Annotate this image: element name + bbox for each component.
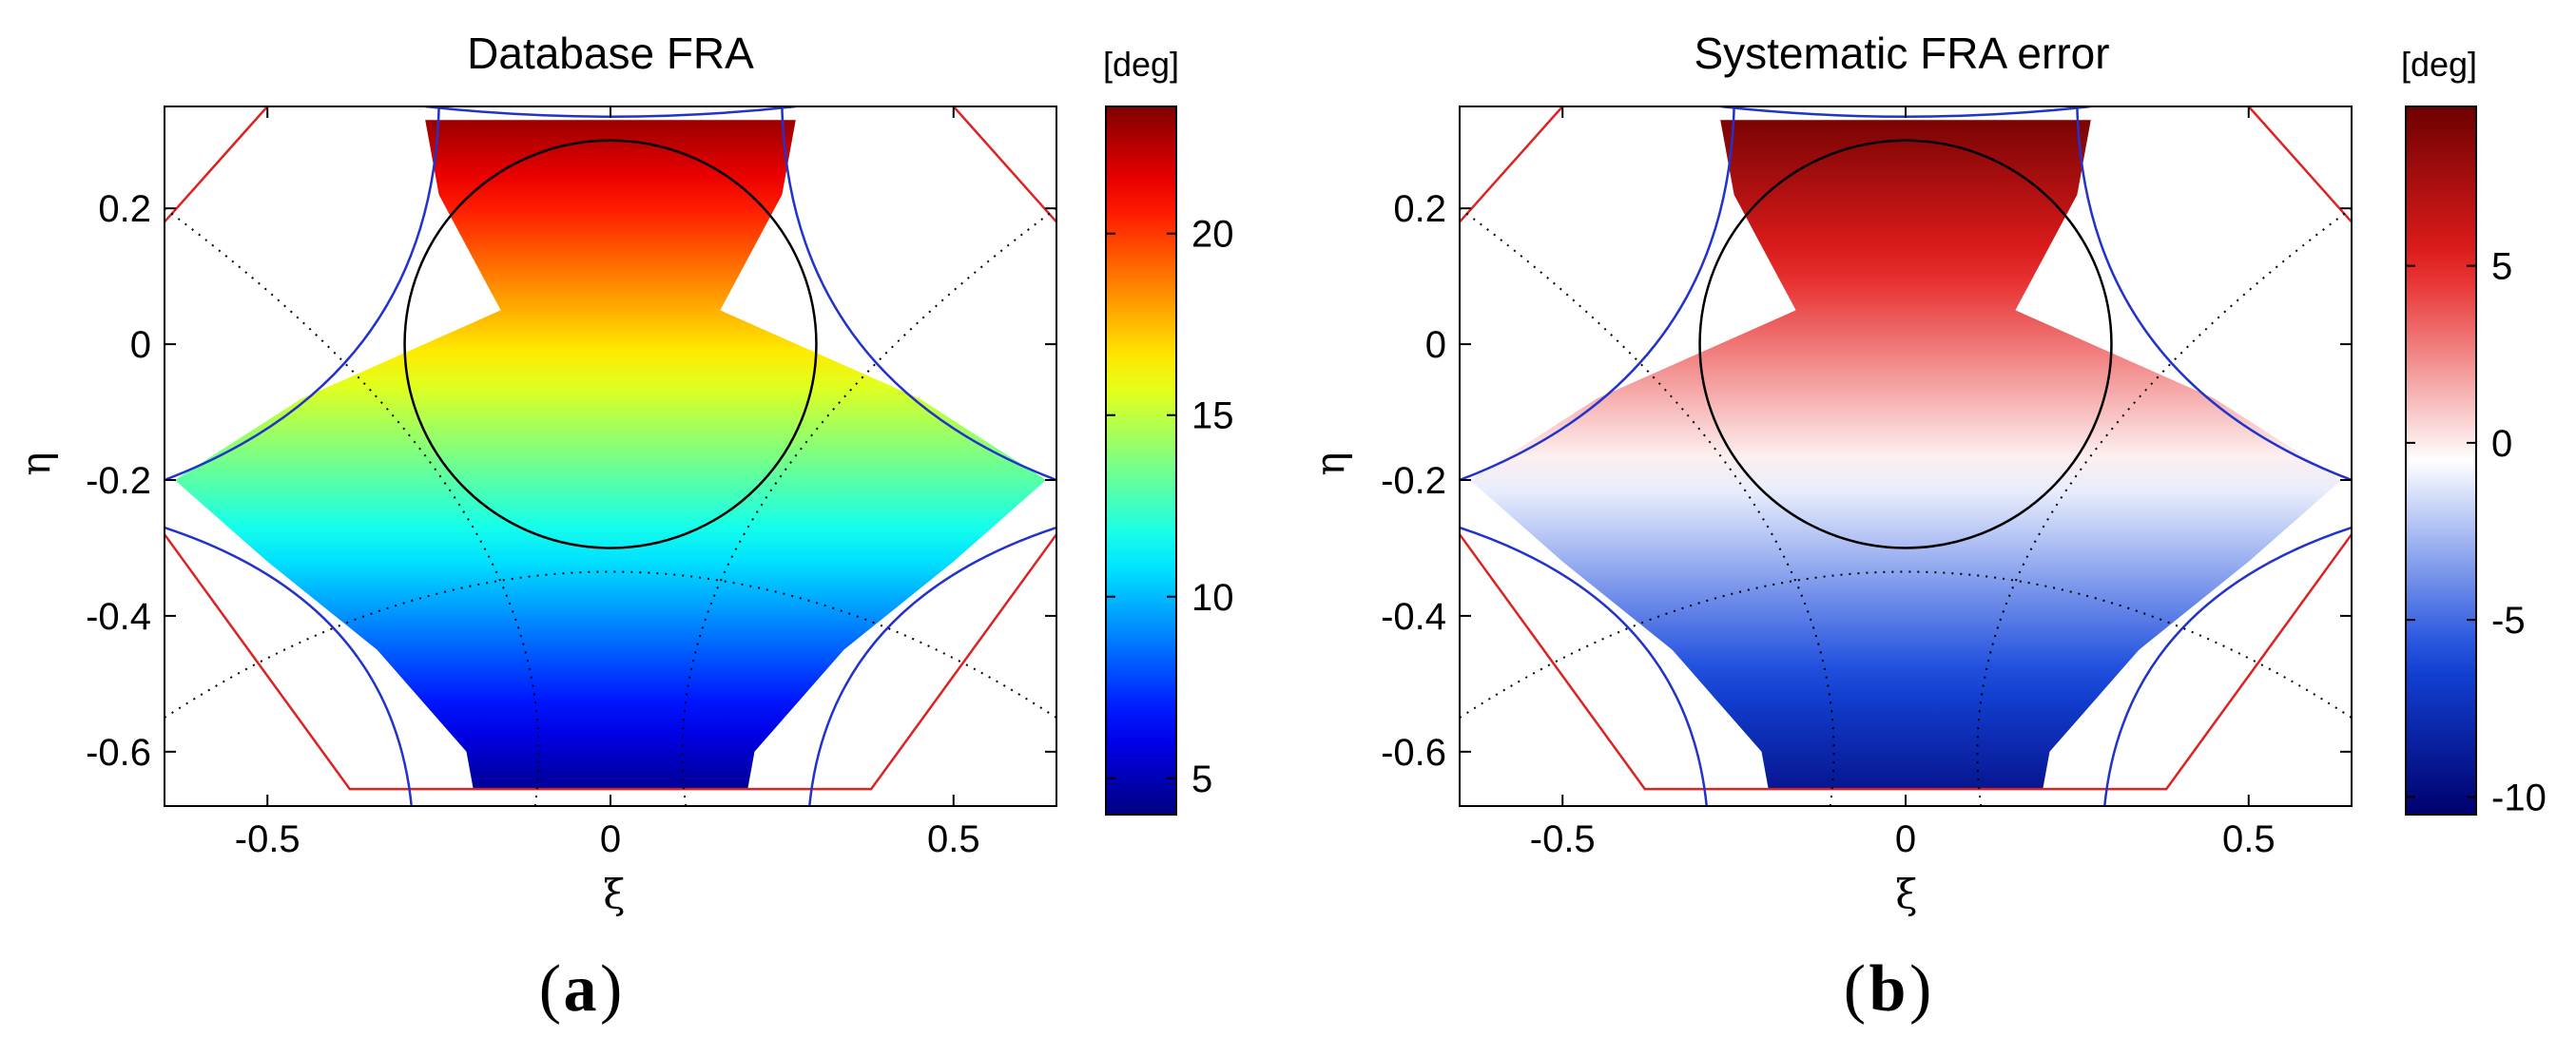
panel-a-title: Database FRA: [467, 29, 754, 78]
blue-boundary-curve: [808, 526, 1056, 806]
colorbar-tick-label: 5: [2491, 246, 2512, 288]
red-boundary-line: [1460, 106, 1564, 223]
colorbar-tick-label: 10: [1191, 577, 1234, 619]
panel-a-label-open: (: [539, 952, 561, 1026]
blue-boundary-curve: [165, 106, 440, 482]
panel-b-label-open: (: [1844, 952, 1866, 1026]
blue-boundary-curve: [1460, 106, 1735, 482]
red-boundary-line: [1460, 533, 2352, 791]
y-tick-label: -0.4: [86, 596, 151, 638]
red-boundary-line: [165, 533, 1056, 791]
blue-boundary-curve: [2076, 106, 2352, 482]
colorbar-tick-label: -10: [2491, 777, 2547, 818]
x-tick-label: -0.5: [1530, 818, 1596, 860]
red-boundary-line: [165, 106, 269, 223]
panel-a-label: ( a ): [539, 952, 623, 1026]
panel-b-label-close: ): [1909, 952, 1931, 1026]
colorbar-tick-label: 5: [1191, 759, 1212, 800]
panel-b-xlabel: ξ: [1895, 871, 1917, 917]
colorbar-gradient: [1105, 106, 1177, 816]
y-tick-label: 0: [130, 324, 151, 366]
y-tick-label: 0.2: [98, 188, 151, 230]
x-tick-label: 0: [600, 818, 621, 860]
panel-a-colorbar: 20 15 10 5: [1105, 106, 1234, 816]
panel-a-ylabel: η: [12, 452, 59, 475]
panel-b: Systematic FRA error -0.5 0 0.50.20-0.2-0.…: [1307, 29, 2547, 1026]
y-tick-label: -0.4: [1381, 596, 1446, 638]
panel-a: Database FRA -0.5 0 0.5 0.2 0 -0.2 -0.4 -0.6 20…: [12, 29, 1234, 1026]
colorbar-tick-label: 0: [2491, 423, 2512, 465]
panel-a-label-letter: a: [564, 952, 597, 1026]
heatmap-field: [1469, 120, 2342, 790]
y-tick-label: 0: [1425, 324, 1446, 366]
boundary-overlay: [1460, 106, 2352, 806]
reference-circle: [1698, 139, 2113, 549]
boundary-overlay: [165, 106, 1056, 806]
panel-a-plot: -0.5 0 0.5 0.2 0 -0.2 -0.4 -0.6: [86, 106, 1057, 860]
panel-b-label-letter: b: [1869, 952, 1907, 1026]
panel-b-colorbar: 5 0 -5 -10: [2405, 106, 2547, 818]
x-tick-label: 0.5: [927, 818, 980, 860]
x-tick-label: 0.5: [2222, 818, 2276, 860]
panel-a-colorbar-unit: [deg]: [1103, 45, 1179, 84]
panel-b-label: ( b ): [1844, 952, 1932, 1026]
panel-b-colorbar-unit: [deg]: [2401, 45, 2477, 84]
panel-b-plot: -0.5 0 0.5 0.2 0 -0.2 -0.4 -0.6: [1381, 106, 2353, 860]
panel-a-xlabel: ξ: [603, 871, 625, 917]
blue-boundary-curve: [1460, 526, 1708, 806]
y-tick-label: -0.6: [86, 732, 151, 774]
blue-boundary-curve: [165, 526, 413, 806]
y-tick-label: -0.2: [86, 460, 151, 502]
panel-b-ylabel: η: [1307, 452, 1353, 475]
blue-boundary-curve: [2103, 526, 2352, 806]
y-tick-label: -0.6: [1381, 732, 1446, 774]
colorbar-gradient: [2405, 106, 2477, 816]
red-boundary-line: [952, 106, 1056, 223]
red-boundary-line: [2247, 106, 2352, 223]
reference-circle: [403, 139, 818, 549]
colorbar-tick-label: 15: [1191, 395, 1234, 437]
blue-boundary-curve: [781, 106, 1056, 482]
colorbar-tick-label: 20: [1191, 214, 1234, 256]
x-tick-label: -0.5: [235, 818, 300, 860]
heatmap-field: [174, 120, 1047, 790]
x-tick-label: 0: [1895, 818, 1916, 860]
panel-b-title: Systematic FRA error: [1694, 29, 2109, 78]
panel-a-label-close: ): [600, 952, 622, 1026]
y-tick-label: 0.2: [1393, 188, 1446, 230]
y-tick-label: -0.2: [1381, 460, 1446, 502]
colorbar-tick-label: -5: [2491, 600, 2526, 642]
